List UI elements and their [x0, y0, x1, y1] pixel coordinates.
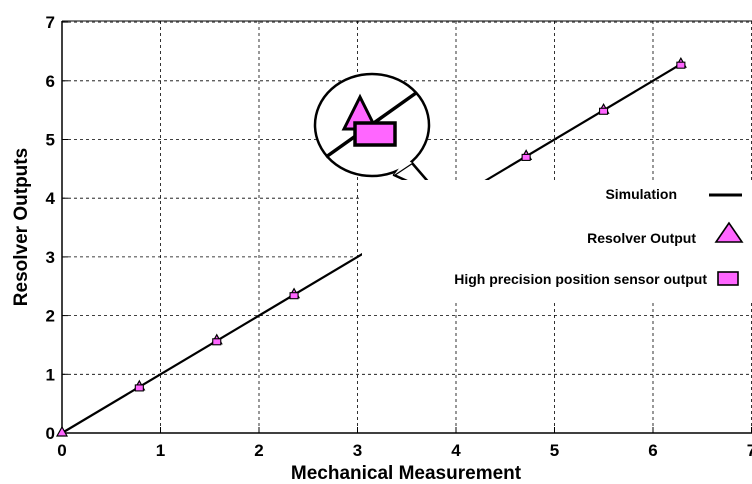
x-tick-label: 4	[451, 441, 461, 460]
x-tick-label: 6	[648, 441, 657, 460]
legend-label-simulation: Simulation	[605, 186, 677, 202]
x-tick-label: 7	[747, 441, 752, 460]
legend: Simulation Resolver Output High precisio…	[362, 180, 752, 300]
y-tick-label: 7	[46, 13, 55, 32]
axes	[61, 20, 752, 434]
legend-swatch-high-precision-sensor	[717, 271, 739, 286]
x-tick-labels: 0 1 2 3 4 5 6 7	[57, 441, 752, 460]
x-tick-label: 1	[156, 441, 165, 460]
y-tick-label: 1	[46, 365, 55, 384]
x-tick-label: 2	[254, 441, 263, 460]
legend-label-high-precision-sensor: High precision position sensor output	[454, 271, 707, 287]
sensor-output-marker	[134, 384, 144, 392]
legend-label-resolver-output: Resolver Output	[587, 230, 696, 246]
x-tick-label: 5	[550, 441, 559, 460]
y-tick-label: 6	[46, 72, 55, 91]
x-axis-label: Mechanical Measurement	[291, 463, 522, 484]
sensor-output-marker	[289, 292, 299, 300]
y-tick-label: 2	[46, 307, 55, 326]
resolver-output-marker	[55, 425, 69, 437]
sensor-output-marker	[212, 338, 222, 346]
y-tick-label: 5	[46, 131, 55, 150]
sensor-output-marker	[599, 107, 609, 115]
x-tick-label: 0	[57, 441, 66, 460]
y-tick-label: 3	[46, 248, 55, 267]
sensor-output-marker	[521, 153, 531, 161]
legend-swatch-resolver-output	[714, 221, 744, 243]
sensor-output-marker	[676, 61, 686, 69]
callout-zoom-square	[353, 121, 397, 147]
y-tick-labels: 0 1 2 3 4 5 6 7	[46, 13, 56, 443]
zoom-callout	[313, 72, 443, 198]
y-tick-label: 4	[46, 189, 56, 208]
legend-background	[362, 180, 752, 300]
x-tick-label: 3	[353, 441, 362, 460]
callout-joint	[394, 159, 412, 175]
y-axis-label: Resolver Outputs	[11, 148, 32, 306]
y-tick-label: 0	[46, 424, 55, 443]
